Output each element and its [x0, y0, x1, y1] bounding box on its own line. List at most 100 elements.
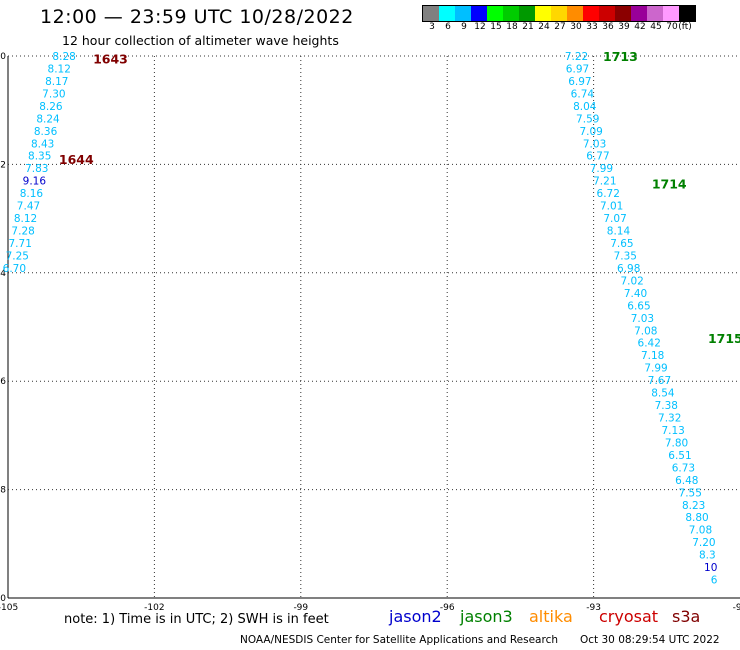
x-tick-label: -102: [144, 603, 164, 613]
colorbar-label: 45: [650, 22, 662, 32]
colorbar-label: 36: [602, 22, 614, 32]
swh-value: 7.35: [614, 250, 637, 262]
x-tick-label: -90: [733, 603, 740, 613]
colorbar-swatch: [519, 6, 535, 21]
colorbar-swatch: [615, 6, 631, 21]
pass-time-label: 1644: [59, 152, 94, 167]
swh-value: 7.08: [634, 325, 657, 337]
colorbar-label: 21: [522, 22, 534, 32]
swh-value: 10: [704, 562, 717, 574]
colorbar-label: 18: [506, 22, 518, 32]
colorbar-swatch: [647, 6, 663, 21]
swh-value: 7.03: [583, 138, 606, 150]
swh-value: 7.09: [579, 126, 602, 138]
swh-value: 8.23: [682, 500, 705, 512]
swh-value: 8.12: [14, 213, 37, 225]
swh-value: 7.18: [641, 350, 664, 362]
swh-value: 6.74: [571, 88, 595, 100]
swh-value: 7.71: [9, 238, 32, 250]
swh-value: 7.40: [624, 288, 647, 300]
swh-value: 7.21: [593, 176, 616, 188]
swh-value: 7.25: [6, 250, 29, 262]
swh-value: 6.77: [586, 151, 609, 163]
swh-value: 7.99: [644, 363, 667, 375]
colorbar-swatch: [455, 6, 471, 21]
chart-title: 12:00 — 23:59 UTC 10/28/2022: [40, 6, 354, 28]
colorbar-swatch: [663, 6, 679, 21]
swh-value: 7.59: [576, 113, 599, 125]
swh-value: 8.3: [699, 550, 716, 562]
swh-value: 6.65: [627, 300, 650, 312]
colorbar-label: 30: [570, 22, 582, 32]
swh-value: 7.07: [603, 213, 626, 225]
colorbar-label: 12: [474, 22, 486, 32]
colorbar-swatch: [631, 6, 647, 21]
swh-value: 8.80: [685, 512, 708, 524]
swh-value: 7.30: [42, 88, 65, 100]
swh-value: 7.02: [620, 275, 643, 287]
swh-value: 7.28: [11, 226, 34, 238]
swh-value: 8.12: [48, 63, 71, 75]
x-tick-label: -96: [440, 603, 455, 613]
swh-value: 7.01: [600, 201, 623, 213]
swh-value: 8.35: [28, 151, 51, 163]
swh-value: 6.48: [675, 475, 698, 487]
colorbar-swatch: [599, 6, 615, 21]
colorbar-label: 24: [538, 22, 550, 32]
swh-value: 7.47: [17, 201, 40, 213]
colorbar-label: 9: [461, 22, 467, 32]
swh-value: 7.80: [665, 437, 688, 449]
credit-text: NOAA/NESDIS Center for Satellite Applica…: [240, 634, 558, 646]
colorbar-swatch: [535, 6, 551, 21]
swh-value: 9.16: [23, 176, 47, 188]
legend-jason2: jason2: [389, 607, 442, 626]
x-tick-label: -93: [586, 603, 601, 613]
swh-value: 7.13: [661, 425, 684, 437]
swh-value: 7.83: [25, 163, 48, 175]
colorbar-swatch: [679, 6, 695, 21]
swh-value: 7.38: [655, 400, 678, 412]
colorbar-label: 39: [618, 22, 630, 32]
swh-value: 7.20: [692, 537, 715, 549]
pass-time-label: 1714: [652, 176, 687, 191]
swh-value: 6.73: [672, 462, 695, 474]
swh-value: 7.08: [689, 525, 712, 537]
colorbar-label: 6: [445, 22, 451, 32]
legend-jason3: jason3: [460, 607, 513, 626]
swh-value: 7.99: [590, 163, 613, 175]
colorbar-swatch: [471, 6, 487, 21]
colorbar-label: 3: [429, 22, 435, 32]
colorbar-swatch: [551, 6, 567, 21]
swh-value: 6.42: [638, 338, 661, 350]
swh-colorbar: [422, 5, 696, 22]
colorbar-label: 70: [666, 22, 678, 32]
chart-subtitle: 12 hour collection of altimeter wave hei…: [62, 33, 339, 48]
pass-time-label: 1713: [603, 49, 638, 64]
colorbar-label: 27: [554, 22, 566, 32]
swh-value: 8.04: [573, 101, 597, 113]
y-tick-label: -24: [0, 269, 6, 279]
swh-value: 8.24: [36, 113, 60, 125]
swh-value: 6: [711, 575, 718, 587]
swh-value: 8.28: [52, 51, 75, 63]
swh-value: 7.22: [565, 51, 588, 63]
colorbar-label: (ft): [678, 22, 692, 32]
y-tick-label: -26: [0, 377, 6, 387]
footer-note: note: 1) Time is in UTC; 2) SWH is in fe…: [64, 612, 329, 627]
swh-value: 6.70: [3, 263, 26, 275]
y-tick-label: -20: [0, 52, 6, 62]
x-tick-label: -99: [293, 603, 308, 613]
swh-value: 8.43: [31, 138, 54, 150]
swh-value: 8.54: [651, 388, 675, 400]
pass-time-label: 1715: [708, 331, 740, 346]
colorbar-label: 33: [586, 22, 598, 32]
legend-cryosat: cryosat: [599, 607, 659, 626]
swh-value: 8.17: [45, 76, 68, 88]
swh-value: 8.16: [20, 188, 44, 200]
y-tick-label: -30: [0, 594, 6, 604]
swh-value: 7.32: [658, 413, 681, 425]
swh-value: 7.03: [631, 313, 654, 325]
colorbar-swatch: [439, 6, 455, 21]
swh-value: 8.36: [34, 126, 58, 138]
